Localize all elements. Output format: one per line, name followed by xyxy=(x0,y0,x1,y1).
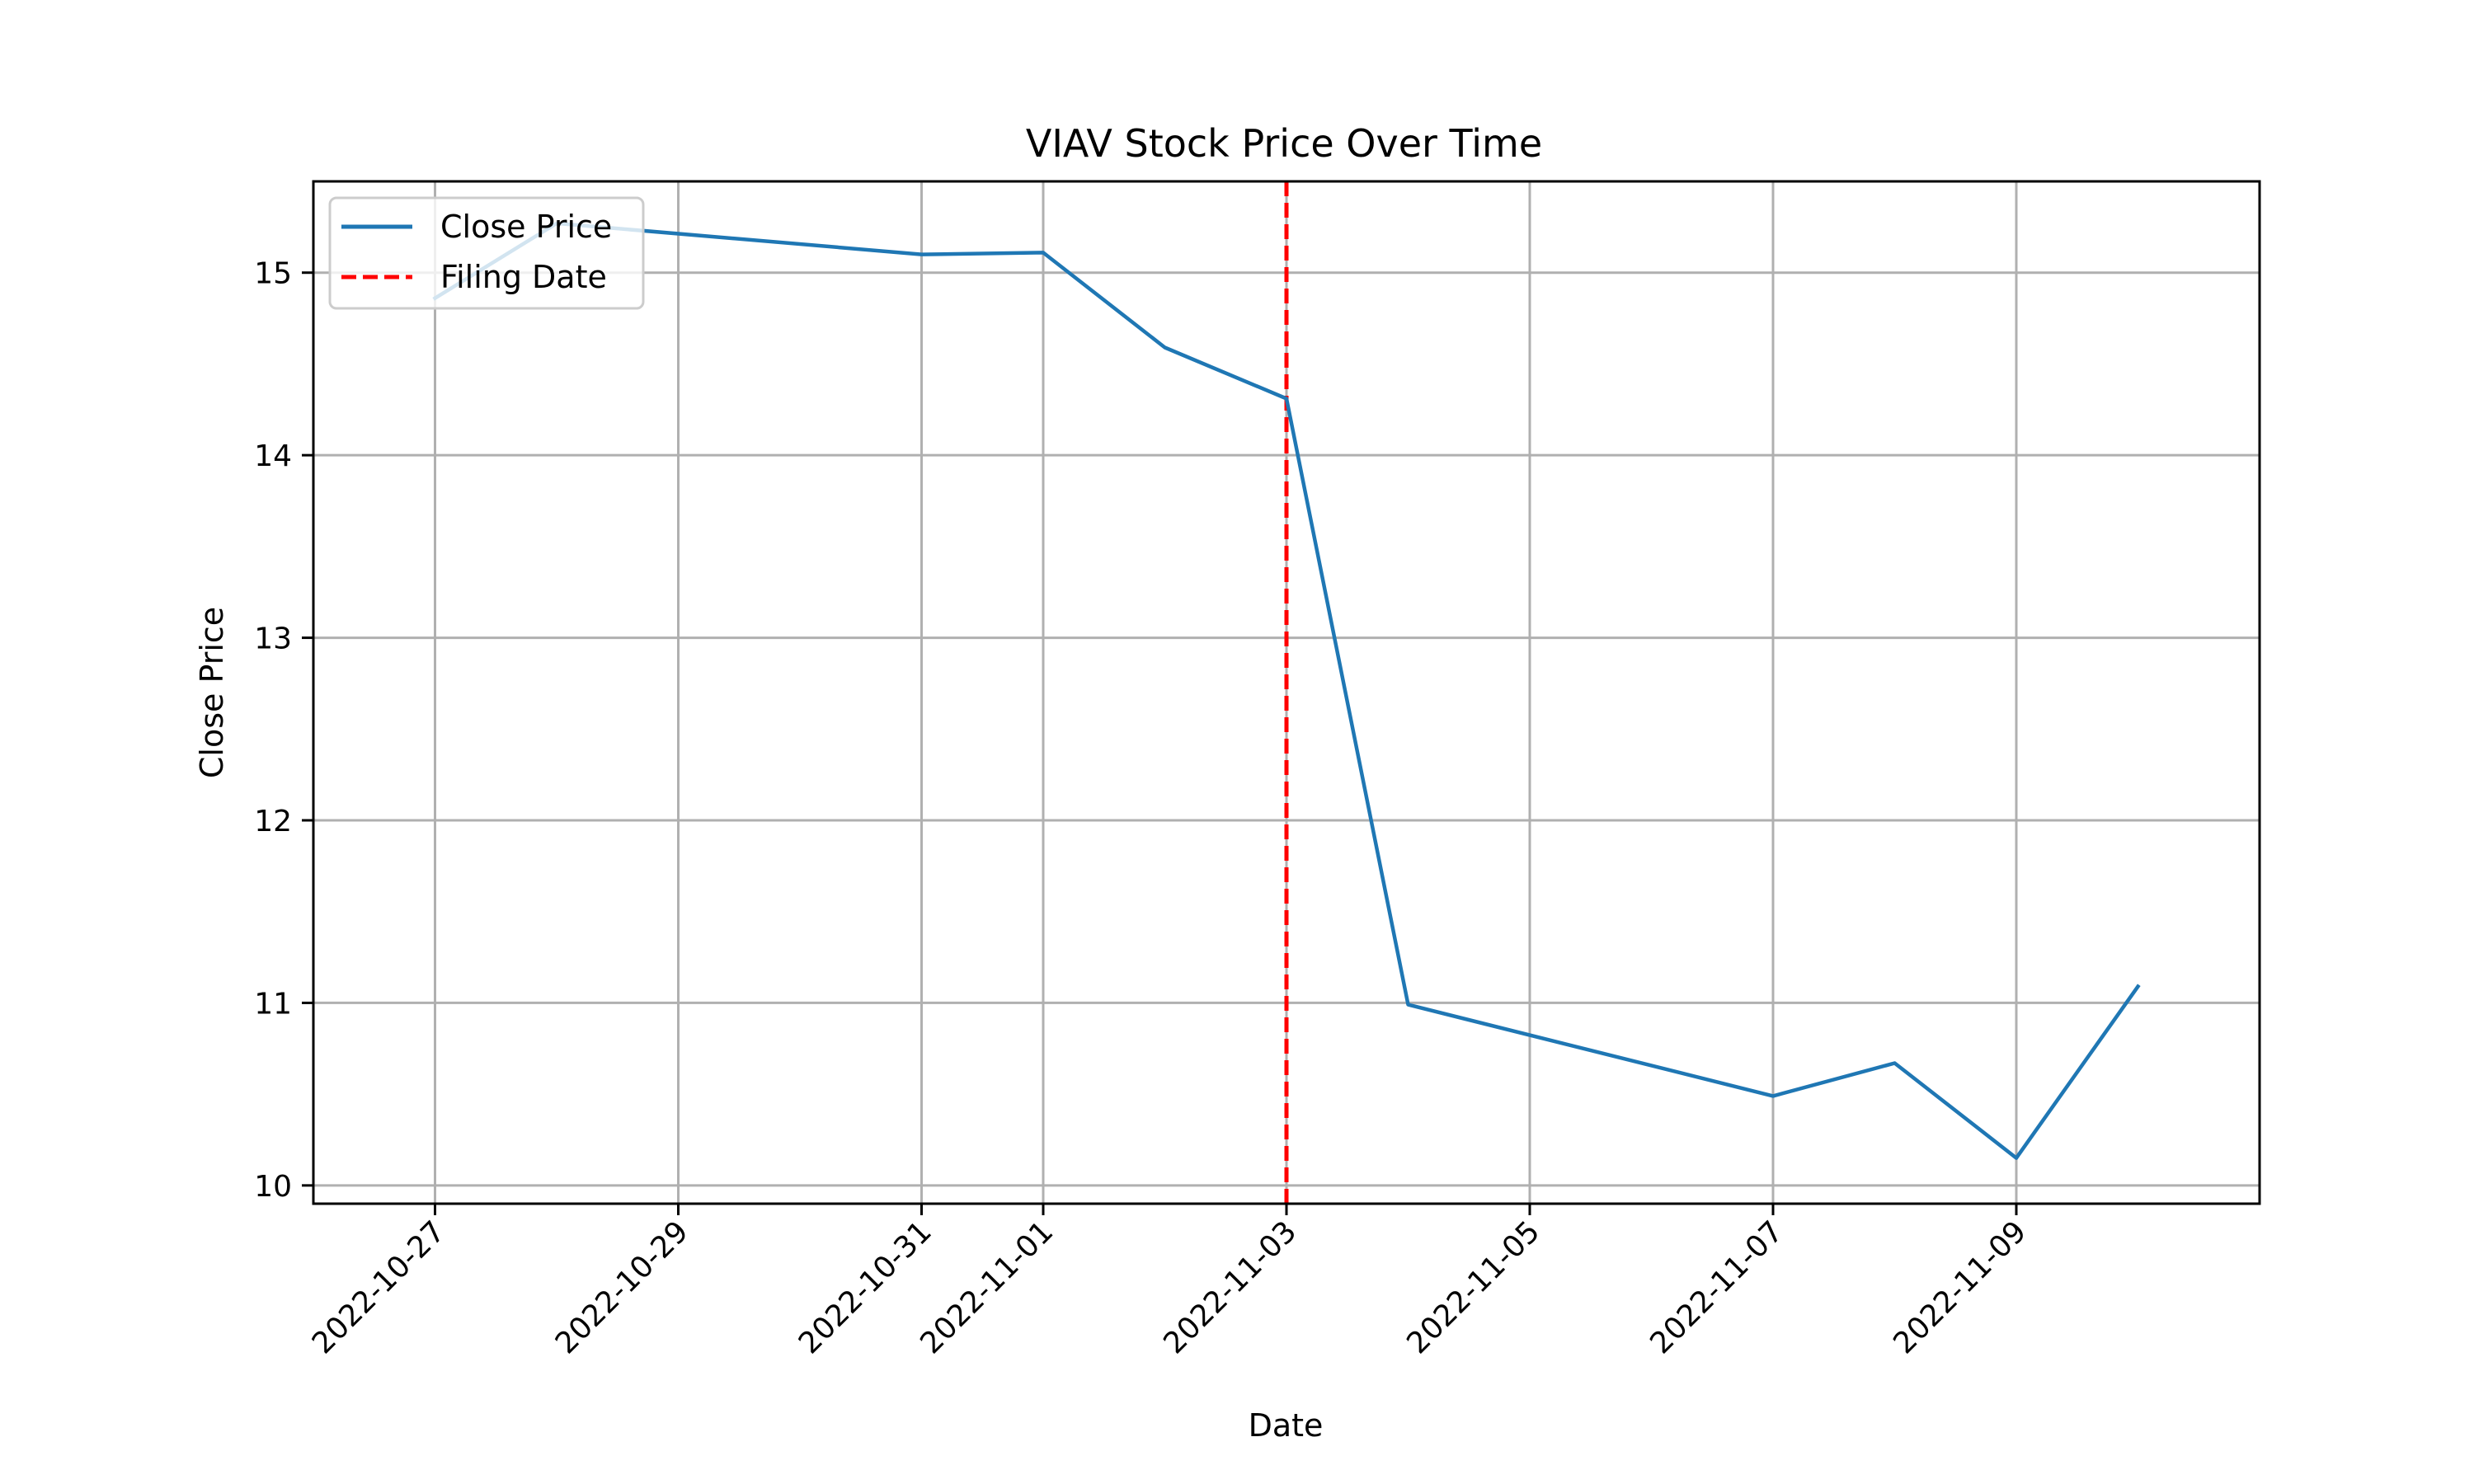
y-tick-label: 12 xyxy=(254,805,292,838)
y-axis-label: Close Price xyxy=(194,607,230,778)
y-tick-label: 15 xyxy=(254,257,292,291)
legend-label-filing-date: Filing Date xyxy=(440,259,607,295)
y-tick-label: 10 xyxy=(254,1170,292,1204)
legend: Close Price Filing Date xyxy=(328,196,645,310)
chart-title: VIAV Stock Price Over Time xyxy=(1026,121,1542,166)
y-tick-label: 14 xyxy=(254,439,292,473)
legend-label-close-price: Close Price xyxy=(440,209,612,245)
y-tick-label: 13 xyxy=(254,622,292,656)
x-axis-label: Date xyxy=(1249,1407,1324,1444)
data-layer xyxy=(432,181,2141,1204)
y-tick-label: 11 xyxy=(254,987,292,1021)
